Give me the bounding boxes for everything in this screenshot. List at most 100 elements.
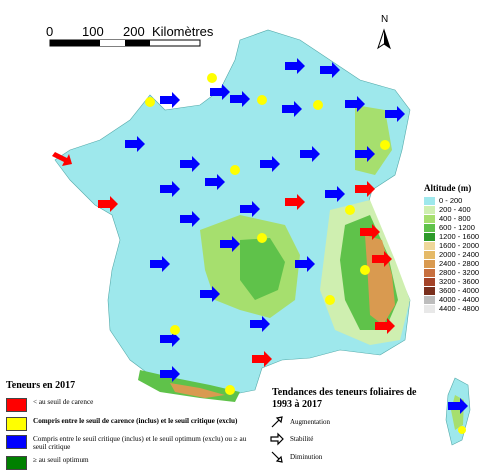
altitude-legend-title: Altitude (m) [424, 183, 472, 193]
map-arrow [295, 256, 315, 272]
swatch-green [6, 456, 27, 470]
map-arrow [98, 196, 118, 212]
altitude-swatch [424, 214, 435, 223]
teneurs-item-green: ≥ au seuil optimum [6, 456, 89, 470]
yellow-site [345, 205, 355, 215]
map-arrow [325, 186, 345, 202]
arrow-right-icon [270, 432, 284, 446]
teneurs-label: ≥ au seuil optimum [33, 456, 89, 464]
map-arrow [300, 146, 320, 162]
altitude-label: 2800 - 3200 [439, 268, 480, 277]
altitude-class: 1600 - 2000 [424, 241, 479, 250]
massif-central-high [240, 238, 285, 300]
altitude-swatch [424, 259, 435, 268]
trend-label: Stabilité [290, 435, 314, 443]
altitude-swatch [424, 295, 435, 304]
altitude-class: 3200 - 3600 [424, 277, 479, 286]
altitude-class: 4400 - 4800 [424, 304, 479, 313]
map-arrow [160, 181, 180, 197]
teneurs-item-yellow: Compris entre le seuil de carence (inclu… [6, 417, 237, 431]
altitude-label: 1600 - 2000 [439, 241, 480, 250]
yellow-site [380, 140, 390, 150]
map-arrow [385, 106, 405, 122]
altitude-class: 400 - 800 [424, 214, 471, 223]
altitude-label: 600 - 1200 [439, 223, 475, 232]
scale-bar [49, 39, 201, 47]
map-arrow [355, 181, 375, 197]
scale-unit: Kilomètres [152, 24, 214, 39]
map-arrow [285, 58, 305, 74]
trend-item-right: Stabilité [270, 432, 313, 446]
scale-label-200: 200 [123, 24, 145, 39]
teneurs-item-blue: Compris entre le seuil critique (inclus)… [6, 435, 256, 451]
map-arrow [252, 351, 272, 367]
altitude-label: 3600 - 4000 [439, 286, 480, 295]
map-arrow [260, 156, 280, 172]
altitude-class: 2000 - 2400 [424, 250, 479, 259]
altitude-label: 1200 - 1600 [439, 232, 480, 241]
map-arrow [285, 194, 305, 210]
yellow-site [170, 325, 180, 335]
north-label: N [381, 14, 389, 25]
altitude-label: 400 - 800 [439, 214, 471, 223]
swatch-red [6, 398, 27, 412]
altitude-class: 2800 - 3200 [424, 268, 479, 277]
map-arrow [205, 174, 225, 190]
trend-label: Diminution [290, 453, 323, 461]
yellow-site [145, 97, 155, 107]
altitude-class: 2400 - 2800 [424, 259, 479, 268]
pyrenees-high [170, 383, 225, 398]
yellow-site [257, 95, 267, 105]
map-arrow [345, 96, 365, 112]
altitude-swatch [424, 223, 435, 232]
trend-item-down: Diminution [270, 450, 322, 464]
map-arrow [372, 251, 392, 267]
altitude-swatch [424, 277, 435, 286]
trend-arrows [52, 58, 468, 434]
altitude-swatch [424, 250, 435, 259]
map-arrow [448, 398, 468, 414]
tendances-legend-title: Tendances des teneurs foliaires de 1993 … [272, 387, 417, 410]
map-arrow [375, 318, 395, 334]
map-arrow [250, 316, 270, 332]
arrow-up-right-icon [271, 416, 283, 428]
map-arrow [160, 92, 180, 108]
altitude-swatch [424, 205, 435, 214]
north-arrow-icon [377, 28, 391, 50]
teneurs-legend-title: Teneurs en 2017 [6, 380, 76, 391]
yellow-site [225, 385, 235, 395]
altitude-swatch [424, 268, 435, 277]
scale-label-0: 0 [46, 24, 54, 39]
yellow-site [230, 165, 240, 175]
altitude-class: 0 - 200 [424, 196, 462, 205]
altitude-swatch [424, 232, 435, 241]
altitude-label: 200 - 400 [439, 205, 471, 214]
altitude-label: 4000 - 4400 [439, 295, 480, 304]
map-arrow [230, 91, 250, 107]
france-lowland [54, 29, 411, 396]
arrow-down-right-icon [271, 451, 283, 463]
altitude-class: 200 - 400 [424, 205, 471, 214]
altitude-label: 2000 - 2400 [439, 250, 480, 259]
map-arrow [360, 224, 380, 240]
altitude-label: 4400 - 4800 [439, 304, 480, 313]
yellow-site [207, 73, 217, 83]
altitude-class: 1200 - 1600 [424, 232, 479, 241]
map-arrow [52, 152, 72, 166]
altitude-class: 3600 - 4000 [424, 286, 479, 295]
altitude-swatch [424, 196, 435, 205]
altitude-swatch [424, 241, 435, 250]
altitude-class: 4000 - 4400 [424, 295, 479, 304]
map-arrow [125, 136, 145, 152]
map-arrow [320, 62, 340, 78]
map-arrow [282, 101, 302, 117]
swatch-yellow [6, 417, 27, 431]
map-arrow [210, 84, 230, 100]
trend-label: Augmentation [290, 418, 331, 426]
yellow-site [257, 233, 267, 243]
map-arrow [240, 201, 260, 217]
altitude-swatch [424, 286, 435, 295]
map-arrow [160, 366, 180, 382]
altitude-swatch [424, 304, 435, 313]
map-arrow [220, 236, 240, 252]
